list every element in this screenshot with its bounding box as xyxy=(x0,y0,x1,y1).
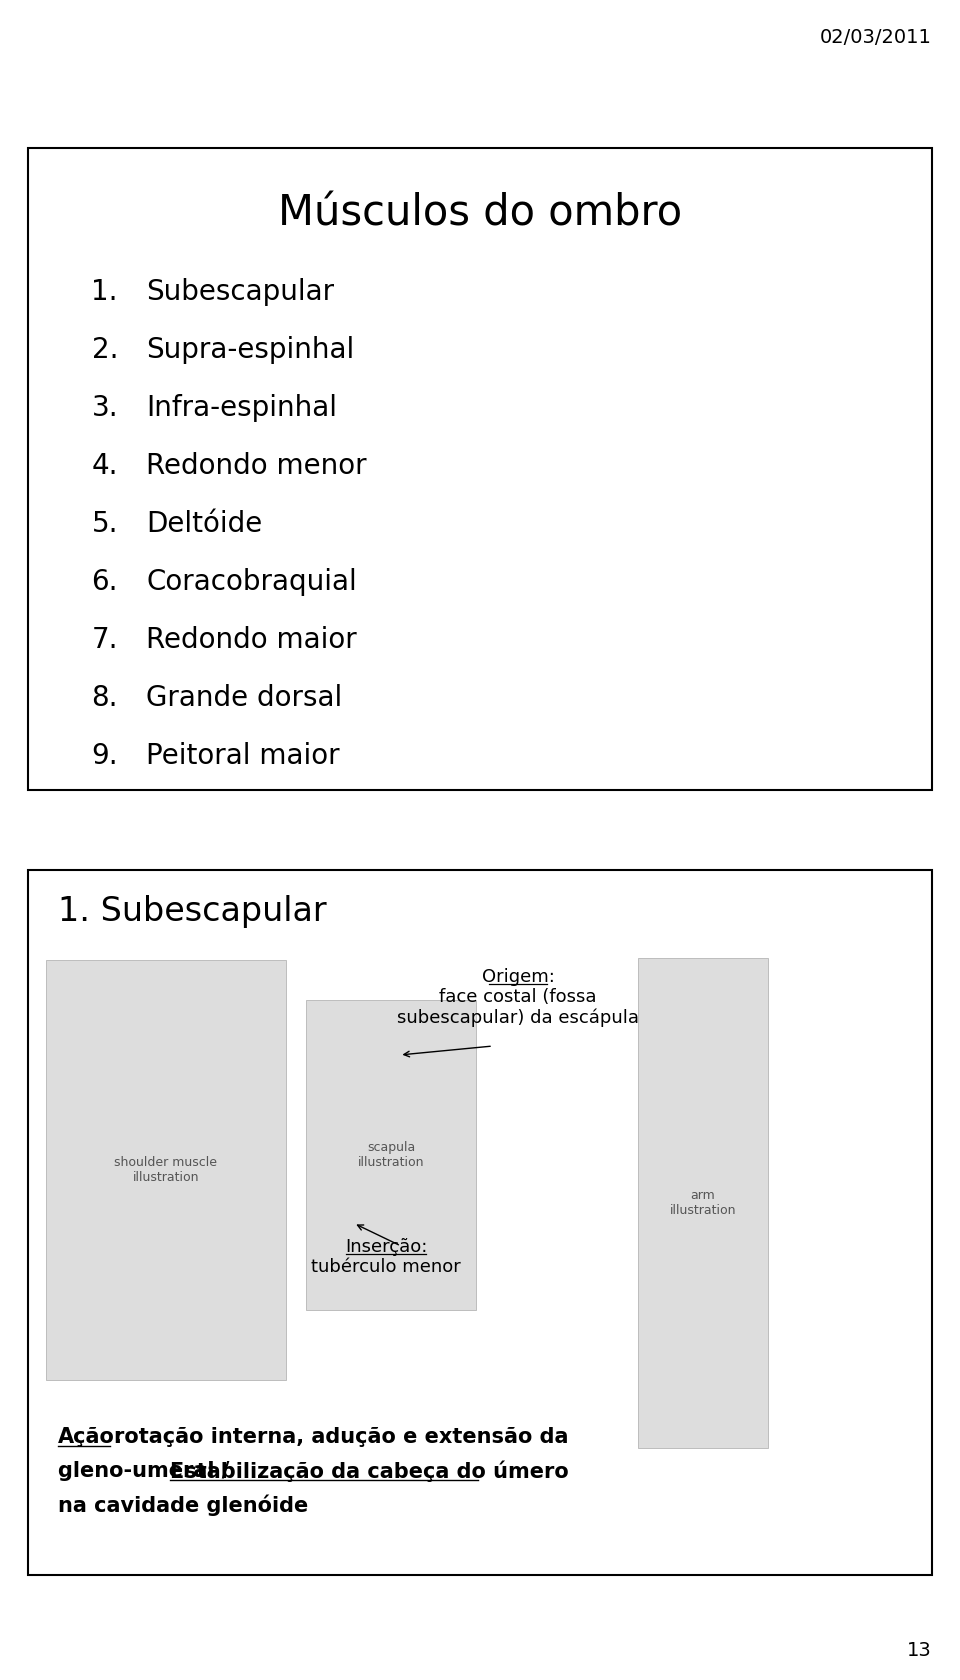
Text: Redondo maior: Redondo maior xyxy=(146,627,357,654)
Text: 3.: 3. xyxy=(91,395,118,422)
Text: 1.: 1. xyxy=(91,277,118,306)
Bar xyxy=(306,1000,476,1310)
Text: 5.: 5. xyxy=(91,511,118,538)
Text: 6.: 6. xyxy=(91,568,118,596)
Text: 8.: 8. xyxy=(91,684,118,712)
Text: Grande dorsal: Grande dorsal xyxy=(146,684,343,712)
Text: Supra-espinhal: Supra-espinhal xyxy=(146,336,354,365)
Bar xyxy=(46,959,286,1379)
Text: arm
illustration: arm illustration xyxy=(670,1189,736,1216)
Text: gleno-umeral /: gleno-umeral / xyxy=(58,1462,236,1482)
Text: Origem:: Origem: xyxy=(482,968,555,986)
Text: Estabilização da cabeça do úmero: Estabilização da cabeça do úmero xyxy=(170,1462,568,1482)
Text: 7.: 7. xyxy=(91,627,118,654)
Bar xyxy=(28,148,932,790)
Text: rotação interna, adução e extensão da: rotação interna, adução e extensão da xyxy=(114,1426,568,1446)
Text: 1. Subescapular: 1. Subescapular xyxy=(58,895,326,929)
Text: Redondo menor: Redondo menor xyxy=(146,452,367,480)
Text: 13: 13 xyxy=(907,1641,932,1660)
Text: tubérculo menor: tubérculo menor xyxy=(311,1258,461,1277)
Text: 02/03/2011: 02/03/2011 xyxy=(820,29,932,47)
Text: Peitoral maior: Peitoral maior xyxy=(146,743,340,769)
Text: 9.: 9. xyxy=(91,743,118,769)
Text: face costal (fossa
subescapular) da escápula: face costal (fossa subescapular) da escá… xyxy=(397,988,639,1028)
Text: Inserção:: Inserção: xyxy=(345,1238,427,1257)
Text: Deltóide: Deltóide xyxy=(146,511,262,538)
Text: Músculos do ombro: Músculos do ombro xyxy=(278,192,682,234)
Text: Infra-espinhal: Infra-espinhal xyxy=(146,395,337,422)
Bar xyxy=(638,958,768,1448)
Text: na cavidade glenóide: na cavidade glenóide xyxy=(58,1495,308,1517)
Text: 2.: 2. xyxy=(91,336,118,365)
Text: 4.: 4. xyxy=(91,452,118,480)
Text: Subescapular: Subescapular xyxy=(146,277,334,306)
Bar xyxy=(28,870,932,1576)
Text: Coracobraquial: Coracobraquial xyxy=(146,568,357,596)
Text: scapula
illustration: scapula illustration xyxy=(358,1141,424,1169)
Text: shoulder muscle
illustration: shoulder muscle illustration xyxy=(114,1156,218,1184)
Text: Ação:: Ação: xyxy=(58,1426,123,1446)
